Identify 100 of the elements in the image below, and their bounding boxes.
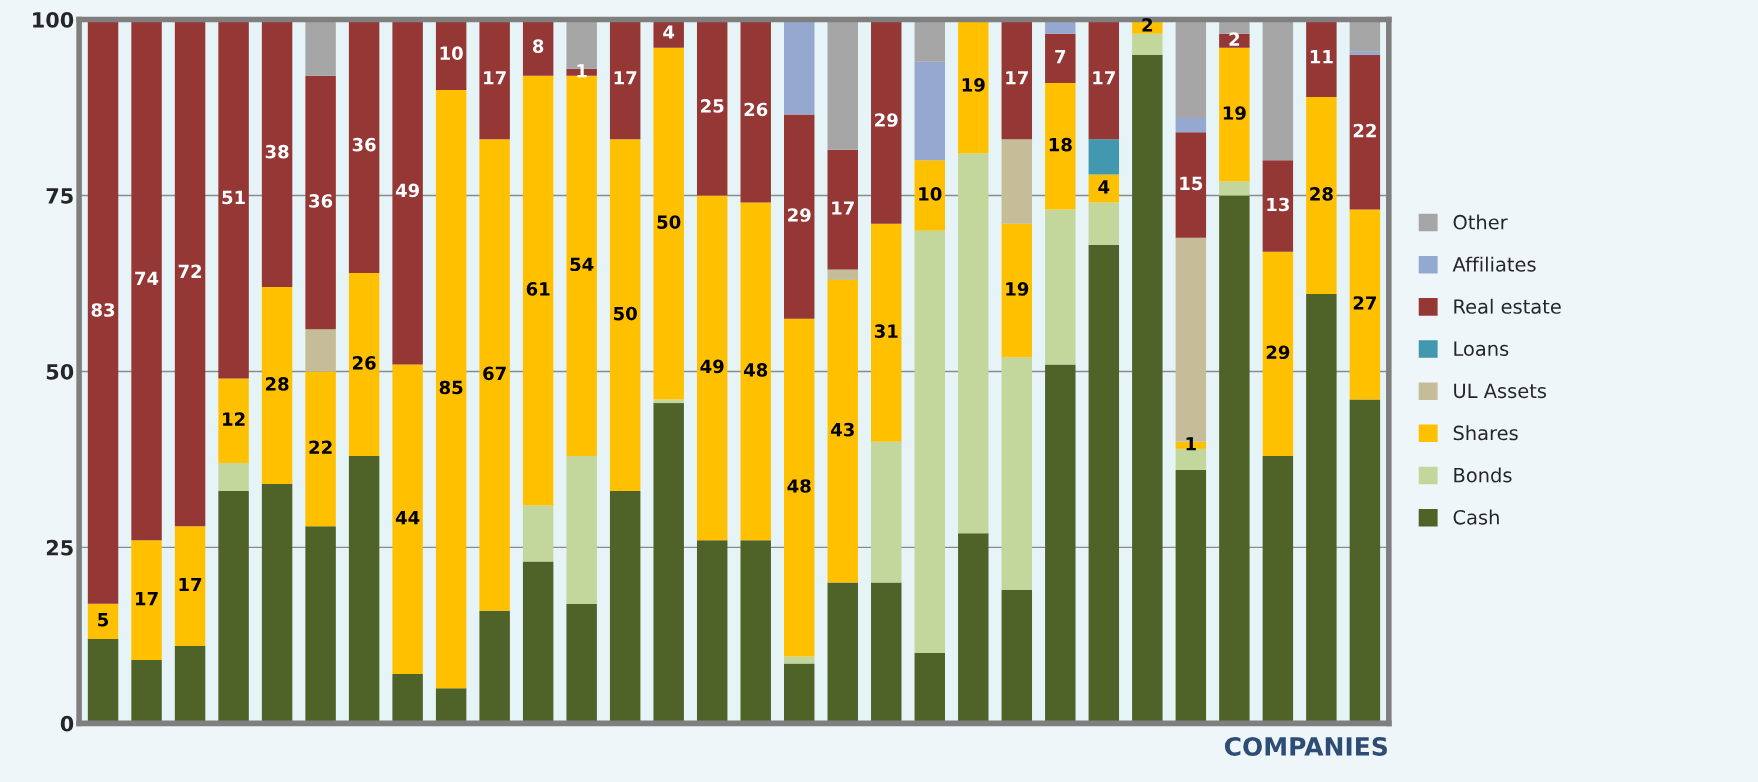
bar: [87, 19, 119, 604]
data-label: 48: [743, 363, 768, 377]
data-label: 61: [526, 282, 550, 296]
data-label: 67: [483, 366, 506, 381]
legend-label: Cash: [1453, 509, 1499, 525]
bar: [392, 19, 423, 365]
bar: [435, 89, 467, 689]
bar: [348, 272, 380, 456]
data-label: 2: [1229, 32, 1240, 46]
bar: [740, 540, 771, 724]
bar: [914, 61, 945, 161]
bar: [1045, 364, 1076, 724]
y-tick-label: 75: [46, 188, 73, 204]
data-label: 22: [309, 440, 332, 454]
data-label: 10: [919, 187, 942, 201]
bar: [914, 19, 945, 62]
data-label: 50: [657, 215, 681, 229]
bar: [1088, 139, 1120, 175]
bar: [871, 223, 902, 442]
bar: [1045, 82, 1076, 210]
bar: [392, 674, 423, 724]
data-label: 10: [440, 46, 463, 60]
legend-label: Loans: [1454, 341, 1509, 357]
bar: [653, 403, 684, 724]
bar: [1045, 209, 1076, 365]
legend-label: UL Assets: [1454, 383, 1547, 399]
bar: [1001, 357, 1033, 590]
bar: [1306, 19, 1337, 97]
legend-label: Shares: [1453, 425, 1518, 441]
bar: [305, 75, 336, 330]
data-label: 17: [179, 577, 202, 592]
bar: [174, 19, 206, 527]
data-label: 43: [830, 422, 854, 437]
bar: [522, 561, 554, 724]
data-label: 29: [788, 208, 811, 222]
legend-label: Real estate: [1454, 298, 1561, 314]
data-label: 18: [1049, 137, 1072, 152]
data-label: 26: [744, 102, 768, 117]
bar: [871, 582, 902, 724]
data-label: 36: [352, 137, 376, 152]
bar: [1262, 160, 1294, 252]
bar: [1001, 589, 1033, 724]
bar: [1175, 132, 1207, 238]
data-label: 50: [614, 306, 637, 321]
bar: [1088, 202, 1120, 245]
bar: [305, 526, 336, 724]
bar: [958, 19, 989, 154]
data-label: 17: [1006, 71, 1028, 85]
bar: [914, 160, 945, 231]
data-label: 5: [98, 613, 109, 627]
data-label: 7: [1055, 50, 1066, 64]
data-label: 27: [1353, 296, 1377, 310]
bar: [784, 656, 815, 664]
bar: [696, 540, 728, 724]
bar: [784, 19, 815, 115]
bar: [1175, 19, 1207, 119]
data-label: 83: [91, 303, 115, 317]
bar: [1001, 19, 1033, 140]
bar: [261, 286, 293, 485]
bar: [522, 505, 554, 562]
bar: [1088, 174, 1120, 203]
bar: [696, 195, 728, 541]
bar: [609, 491, 641, 724]
bar: [218, 491, 249, 724]
data-label: 13: [1267, 197, 1289, 212]
y-tick-label: 100: [33, 12, 74, 28]
data-label: 49: [395, 183, 420, 198]
bar: [827, 269, 858, 280]
data-label: 8: [532, 39, 544, 53]
data-label: 74: [135, 271, 159, 285]
bar: [479, 19, 510, 140]
data-label: 36: [309, 194, 333, 208]
bar: [522, 75, 554, 506]
data-label: 17: [1093, 71, 1115, 85]
data-label: 15: [1180, 176, 1203, 191]
bar: [1349, 209, 1381, 400]
y-tick-label: 0: [60, 715, 74, 732]
bar: [1219, 195, 1250, 724]
bar: [174, 645, 206, 724]
bar: [218, 462, 249, 492]
data-label: 19: [1006, 282, 1029, 296]
data-label: 49: [700, 359, 724, 374]
bar: [1349, 54, 1381, 210]
bar: [1175, 469, 1207, 724]
bar: [1132, 33, 1163, 55]
bar: [827, 19, 858, 150]
legend-label: Affiliates: [1452, 256, 1536, 272]
bar: [131, 660, 162, 724]
data-label: 26: [352, 355, 376, 370]
bar: [1349, 51, 1381, 55]
bar: [131, 19, 162, 541]
data-label: 28: [265, 377, 289, 391]
data-label: 51: [222, 190, 245, 205]
data-label: 19: [962, 78, 985, 92]
bar: [958, 533, 989, 724]
bar: [218, 378, 249, 463]
bar: [479, 610, 510, 724]
data-label: 4: [663, 25, 675, 39]
bar: [348, 455, 380, 724]
bar: [827, 149, 858, 270]
